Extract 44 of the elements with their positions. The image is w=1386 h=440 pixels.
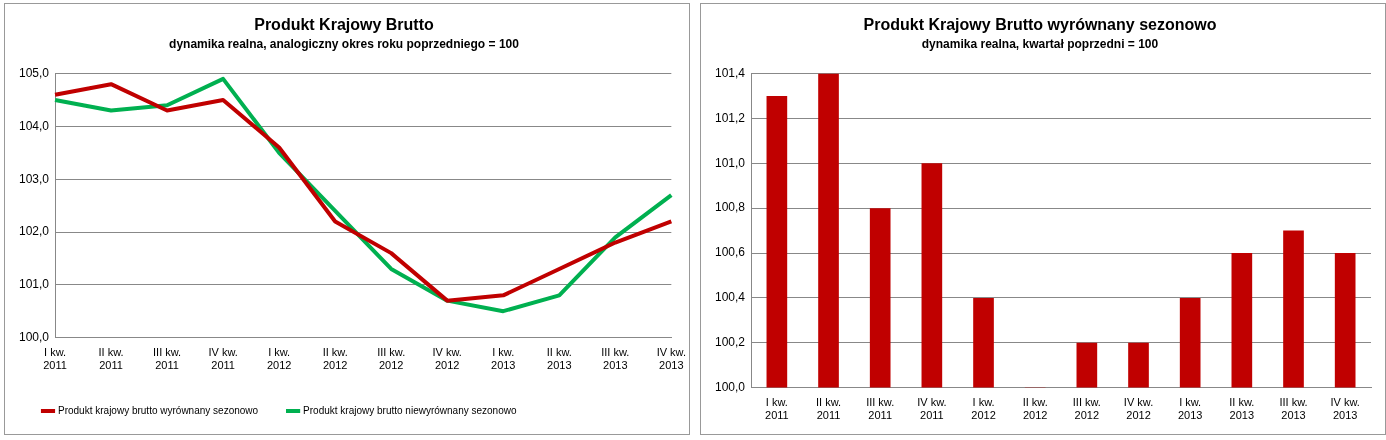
x-tick-label: IV kw. 2013 <box>1330 396 1360 422</box>
y-tick-label: 100,8 <box>715 200 746 215</box>
y-tick-label: 100,0 <box>715 379 746 394</box>
x-tick-label: III kw. 2012 <box>1072 396 1101 422</box>
x-tick-label: I kw. 2013 <box>491 346 516 372</box>
y-tick-label: 101,0 <box>19 277 50 292</box>
x-tick-label: II kw. 2012 <box>322 346 348 372</box>
x-tick-label: IV kw. 2012 <box>432 346 462 372</box>
y-tick-label: 102,0 <box>19 224 50 239</box>
chart-subtitle: dynamika realna, analogiczny okres roku poprzedniego = 100 <box>169 36 520 51</box>
chart-title: Produkt Krajowy Brutto <box>254 16 435 34</box>
x-tick-label: III kw. 2011 <box>153 346 182 372</box>
x-tick-label: II kw. 2011 <box>98 346 124 372</box>
y-tick-label: 101,4 <box>715 65 746 80</box>
x-tick-label: IV kw. 2013 <box>656 346 686 372</box>
y-tick-label: 103,0 <box>19 171 50 186</box>
x-tick-label: III kw. 2011 <box>866 396 895 422</box>
y-tick-label: 104,0 <box>19 118 50 133</box>
y-tick-label: 100,2 <box>715 335 746 350</box>
x-tick-label: I kw. 2011 <box>765 396 789 422</box>
x-tick-label: II kw. 2011 <box>815 396 842 422</box>
x-tick-label: IV kw. 2011 <box>208 346 238 372</box>
y-tick-label: 100,4 <box>715 290 746 305</box>
x-tick-label: I kw. 2012 <box>971 396 996 422</box>
y-tick-label: 105,0 <box>19 65 50 80</box>
x-tick-label: I kw. 2012 <box>266 346 292 372</box>
legend-label: Produkt krajowy brutto niewyrównany sezonowo <box>303 404 517 416</box>
y-tick-label: 100,6 <box>715 245 746 260</box>
legend-label: Produkt krajowy brutto wyrównany sezonowo <box>58 404 259 416</box>
x-tick-label: III kw. 2012 <box>377 346 406 372</box>
x-tick-label: IV kw. 2011 <box>917 396 947 422</box>
y-tick-label: 100,0 <box>19 329 50 344</box>
x-tick-label: IV kw. 2012 <box>1123 396 1154 422</box>
y-tick-label: 101,0 <box>715 155 746 170</box>
x-tick-label: II kw. 2013 <box>1229 396 1255 422</box>
x-tick-label: III kw. 2013 <box>1279 396 1308 422</box>
x-tick-label: I kw. 2011 <box>43 346 67 372</box>
x-tick-label: II kw. 2012 <box>1022 396 1048 422</box>
x-tick-label: II kw. 2013 <box>546 346 572 372</box>
y-tick-label: 101,2 <box>715 110 746 125</box>
chart-title: Produkt Krajowy Brutto wyrównany sezonowo <box>863 16 1217 34</box>
chart-subtitle: dynamika realna, kwartał poprzedni = 100 <box>921 36 1159 51</box>
x-tick-label: III kw. 2013 <box>601 346 630 372</box>
x-tick-label: I kw. 2013 <box>1177 396 1203 422</box>
